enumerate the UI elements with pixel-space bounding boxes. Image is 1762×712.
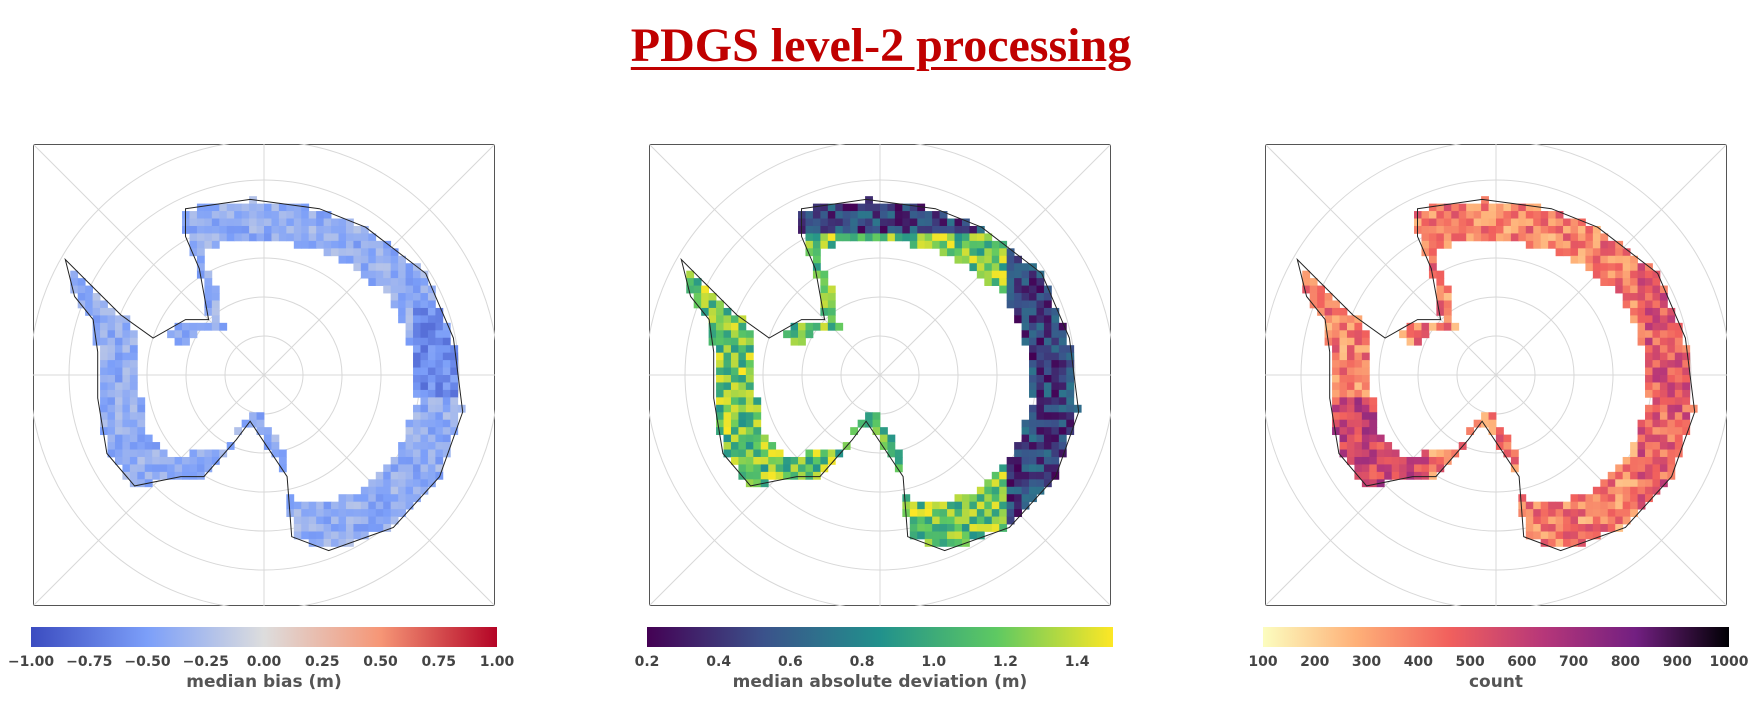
antarctica-map (1265, 144, 1727, 606)
colorbar-tick-label: 400 (1403, 654, 1433, 670)
colorbar-tick-label: 500 (1455, 654, 1485, 670)
antarctica-map (33, 144, 495, 606)
coastline (1296, 198, 1696, 552)
colorbar-tick-label: 1000 (1709, 654, 1749, 670)
count-colorbar (1263, 627, 1729, 647)
colorbar-tick-label: −0.50 (124, 654, 171, 670)
colorbar-tick-label: 0.00 (246, 654, 282, 670)
mad-colorbar-ticks: 0.2 0.4 0.6 0.8 1.0 1.2 1.4 (635, 654, 1167, 674)
colorbar-tick-label: 100 (1248, 654, 1278, 670)
colorbar-tick-label: 700 (1559, 654, 1589, 670)
mad-map-panel (649, 144, 1111, 606)
bias-colorbar-label: median bias (m) (186, 672, 342, 692)
coastline (64, 198, 464, 552)
colorbar-tick-label: 900 (1662, 654, 1692, 670)
coastline (680, 198, 1080, 552)
colorbar-tick-label: −0.75 (66, 654, 113, 670)
colorbar-tick-label: 0.50 (363, 654, 398, 670)
colorbar-tick-label: 0.8 (849, 654, 875, 670)
colorbar-tick-label: 200 (1300, 654, 1330, 670)
colorbar-tick-label: −0.25 (182, 654, 229, 670)
colorbar-tick-label: 0.25 (304, 654, 340, 670)
count-colorbar-label: count (1468, 672, 1524, 692)
mad-colorbar (647, 627, 1113, 647)
page-title: PDGS level-2 processing (630, 19, 1132, 72)
grid-cells (1302, 196, 1698, 547)
colorbar-tick-label: 800 (1610, 654, 1641, 670)
colorbar-tick-label: 1.00 (479, 654, 515, 670)
grid-cells (686, 196, 1082, 547)
colorbar-tick-label: 1.2 (993, 654, 1018, 670)
count-map-panel (1265, 144, 1727, 606)
colorbar-tick-label: 300 (1351, 654, 1382, 670)
colorbar-tick-label: −1.00 (7, 654, 55, 670)
bias-colorbar (31, 627, 497, 647)
colorbar-tick-label: 1.0 (921, 654, 947, 670)
bias-map-panel (33, 144, 495, 606)
mad-colorbar-label: median absolute deviation (m) (732, 672, 1028, 692)
colorbar-tick-label: 600 (1507, 654, 1537, 670)
bias-colorbar-ticks: −1.00 −0.75 −0.50 −0.25 0.00 0.25 0.50 0.75 1.00 (8, 654, 551, 674)
grid-cells (70, 196, 466, 547)
colorbar-tick-label: 0.2 (634, 654, 660, 670)
colorbar-tick-label: 0.6 (777, 654, 803, 670)
colorbar-tick-label: 1.4 (1064, 654, 1090, 670)
colorbar-tick-label: 0.4 (706, 654, 732, 670)
colorbar-tick-label: 0.75 (421, 654, 457, 670)
antarctica-map (649, 144, 1111, 606)
count-colorbar-ticks: 100 200 300 400 500 600 700 800 900 1000 (1248, 654, 1762, 674)
